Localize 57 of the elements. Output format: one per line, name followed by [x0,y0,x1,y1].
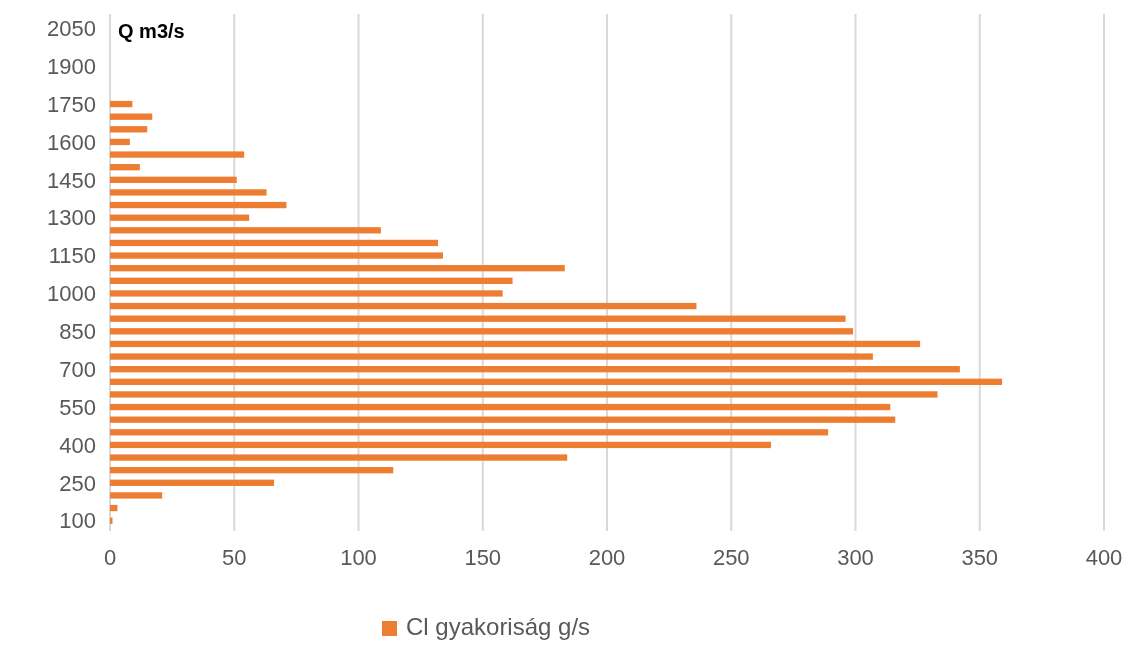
bar [110,302,697,310]
y-axis-title: Q m3/s [118,20,185,42]
x-tick-label: 300 [837,545,874,570]
bar [110,126,148,133]
y-tick-label: 850 [59,319,96,345]
y-tick-label: 1000 [47,281,96,307]
x-tick-label: 250 [712,545,750,570]
bar [110,113,153,120]
bar [110,201,287,209]
bar [110,315,846,322]
bar [110,277,513,284]
bar [110,290,503,297]
bar [110,403,891,411]
y-tick-label: 1750 [47,91,96,117]
y-tick-label: 550 [59,394,96,420]
bar [110,138,130,146]
bar [110,378,1003,385]
y-tick-label: 400 [59,432,96,458]
x-tick-label: 0 [103,545,117,570]
bar [110,227,381,234]
x-tick-label: 400 [1085,545,1123,570]
bar [110,151,245,158]
x-tick-label: 50 [222,545,247,570]
bar [110,353,873,360]
bar [110,252,443,259]
x-tick-label: 350 [961,545,999,570]
bar [110,189,267,196]
bar [110,492,163,499]
y-tick-label: 1450 [47,167,96,193]
bar [110,176,237,183]
legend-label: Cl gyakoriság g/s [406,613,591,640]
bar [110,328,854,335]
y-tick-label: 250 [59,470,96,496]
bar [110,239,439,247]
y-tick-label: 1300 [47,205,96,231]
y-tick-label: 1150 [48,243,96,269]
y-tick-label: 700 [59,356,96,382]
bar [110,429,829,436]
x-tick-label: 200 [588,545,626,570]
bar [110,391,938,398]
bar [110,366,960,373]
x-tick-label: 100 [340,545,377,570]
bar [110,164,140,171]
y-tick-label: 1900 [47,53,96,79]
y-tick-label: 100 [59,508,96,534]
bar [110,214,250,221]
y-tick-label: 1600 [47,129,96,155]
bar [110,100,133,108]
bar [110,454,568,461]
bar [110,467,394,474]
bar [110,416,896,423]
bar [110,441,772,449]
bar [110,479,275,486]
bar [110,340,921,348]
y-tick-label: 2050 [47,16,96,42]
bar [110,265,565,272]
x-tick-label: 150 [464,545,502,570]
